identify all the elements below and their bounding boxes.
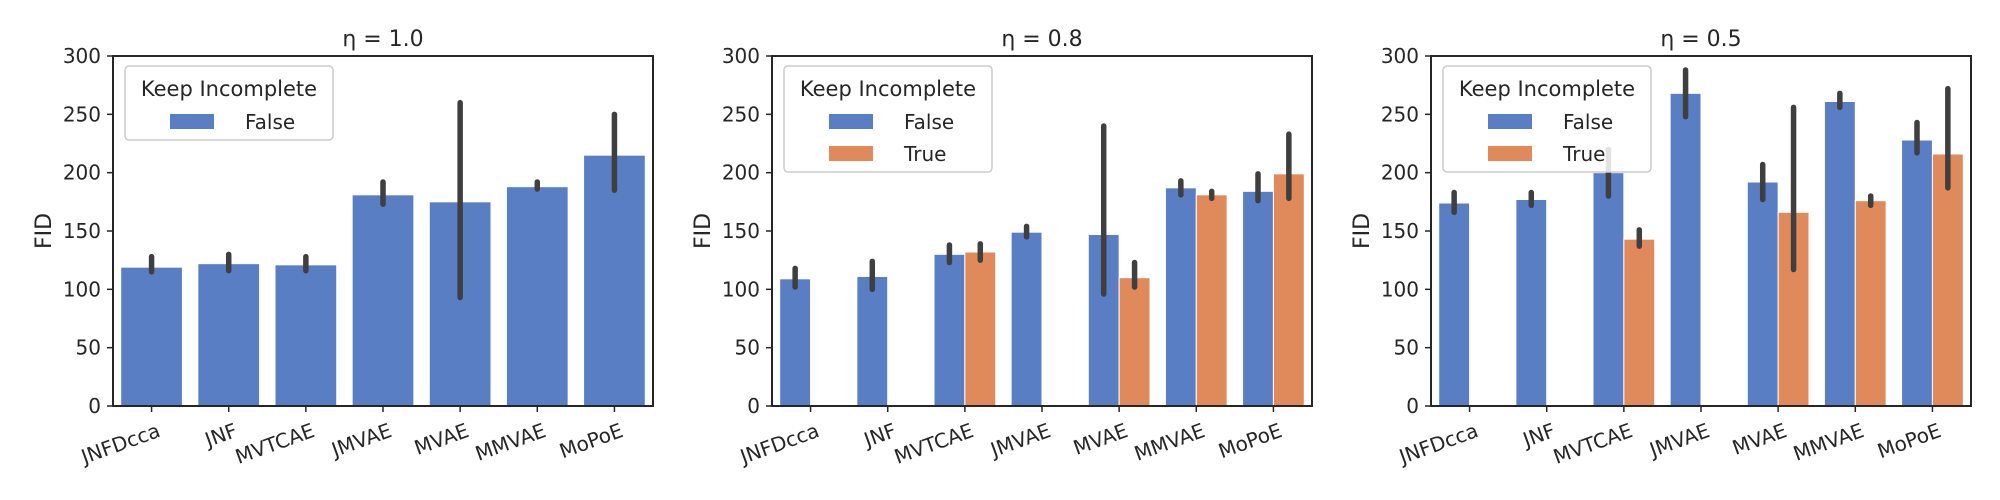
y-tick-label: 250	[63, 102, 101, 126]
bar-false-jnfdcca	[120, 266, 183, 407]
bar-false-mvtcae	[274, 264, 338, 407]
x-tick-label-mopoe: MoPoE	[1874, 418, 1944, 463]
y-tick-label: 300	[63, 44, 101, 68]
y-tick-label: 150	[63, 219, 101, 243]
legend-swatch-true	[829, 146, 873, 161]
bar-false-jmvae	[1669, 92, 1702, 407]
bar-true-mvtcae	[1623, 238, 1656, 407]
legend-swatch-false	[829, 114, 873, 129]
legend: Keep Incomplete False	[124, 65, 334, 141]
legend-swatch-false	[1488, 114, 1532, 129]
bar-true-mopoe	[1272, 173, 1305, 407]
bar-false-jmvae	[351, 194, 415, 407]
legend-label-false: False	[245, 110, 295, 134]
y-axis-label: FID	[32, 213, 57, 249]
y-tick-label: 100	[1381, 277, 1419, 301]
subplot-title: η = 1.0	[342, 27, 423, 52]
legend-label-false: False	[1563, 110, 1613, 134]
x-tick-label-mopoe: MoPoE	[556, 418, 626, 463]
y-tick-label: 200	[1381, 161, 1419, 185]
x-tick-label-mvae: MVAE	[1729, 418, 1790, 460]
y-tick-label: 0	[1406, 394, 1419, 418]
legend-label-true: True	[903, 142, 946, 166]
y-tick-label: 200	[722, 161, 760, 185]
bar-false-jnf	[1515, 199, 1548, 407]
legend-title: Keep Incomplete	[1459, 77, 1635, 101]
y-tick-label: 150	[722, 219, 760, 243]
bar-false-mopoe	[583, 154, 646, 407]
legend-title: Keep Incomplete	[141, 77, 317, 101]
x-tick-label-jnfdcca: JNFDcca	[76, 418, 163, 469]
x-tick-label-jmvae: JMVAE	[1644, 418, 1712, 462]
x-tick-label-mvae: MVAE	[411, 418, 472, 460]
bar-false-jnf	[856, 276, 889, 407]
y-tick-label: 50	[735, 336, 760, 360]
bar-false-mopoe	[1242, 190, 1274, 407]
y-tick-label: 50	[1394, 336, 1419, 360]
x-tick-label-mmvae: MMVAE	[1131, 418, 1208, 466]
x-tick-label-jmvae: JMVAE	[326, 418, 394, 462]
bar-false-mmvae	[1823, 101, 1856, 407]
y-axis-label: FID	[1350, 213, 1375, 249]
y-tick-label: 100	[722, 277, 760, 301]
y-tick-label: 250	[1381, 102, 1419, 126]
bar-false-jnf	[197, 263, 261, 407]
bar-false-jmvae	[1010, 231, 1043, 407]
x-tick-label-mopoe: MoPoE	[1215, 418, 1285, 463]
y-tick-label: 0	[88, 394, 101, 418]
bar-false-jnfdcca	[779, 278, 812, 407]
bar-false-mvtcae	[933, 253, 966, 407]
bar-false-mvae	[1746, 181, 1779, 407]
legend-box	[783, 65, 993, 173]
y-axis-label: FID	[691, 213, 716, 249]
legend-swatch-true	[1488, 146, 1532, 161]
subplot-title: η = 0.8	[1001, 27, 1082, 52]
bar-false-mmvae	[1164, 187, 1197, 407]
y-tick-label: 150	[1381, 219, 1419, 243]
x-tick-label-mmvae: MMVAE	[1790, 418, 1867, 466]
y-tick-label: 50	[76, 336, 101, 360]
bar-false-mvtcae	[1592, 172, 1625, 407]
x-tick-label-mmvae: MMVAE	[472, 418, 549, 466]
x-tick-label-mvtcae: MVTCAE	[232, 418, 318, 469]
y-tick-label: 300	[1381, 44, 1419, 68]
bar-true-mvtcae	[964, 251, 997, 407]
y-tick-label: 300	[722, 44, 760, 68]
x-tick-label-mvtcae: MVTCAE	[891, 418, 977, 469]
y-tick-label: 200	[63, 161, 101, 185]
subplot-title: η = 0.5	[1660, 27, 1741, 52]
y-tick-label: 250	[722, 102, 760, 126]
legend-box	[1442, 65, 1652, 173]
bar-false-mmvae	[505, 186, 569, 407]
y-tick-label: 100	[63, 277, 101, 301]
bar-false-mopoe	[1901, 139, 1933, 407]
x-tick-label-mvtcae: MVTCAE	[1550, 418, 1636, 469]
legend-label-false: False	[904, 110, 954, 134]
legend-swatch-false	[170, 114, 214, 129]
legend-title: Keep Incomplete	[800, 77, 976, 101]
x-tick-label-jnfdcca: JNFDcca	[1394, 418, 1481, 469]
legend: Keep Incomplete False True	[783, 65, 993, 173]
x-tick-label-jnfdcca: JNFDcca	[735, 418, 822, 469]
bar-true-mopoe	[1931, 153, 1964, 407]
bar-true-mmvae	[1854, 200, 1887, 407]
legend: Keep Incomplete False True	[1442, 65, 1652, 173]
x-tick-label-mvae: MVAE	[1070, 418, 1131, 460]
x-tick-label-jmvae: JMVAE	[985, 418, 1053, 462]
bar-true-mmvae	[1195, 194, 1228, 407]
legend-label-true: True	[1562, 142, 1605, 166]
y-tick-label: 0	[747, 394, 760, 418]
bar-true-mvae	[1118, 277, 1151, 407]
bar-false-jnfdcca	[1438, 202, 1471, 407]
